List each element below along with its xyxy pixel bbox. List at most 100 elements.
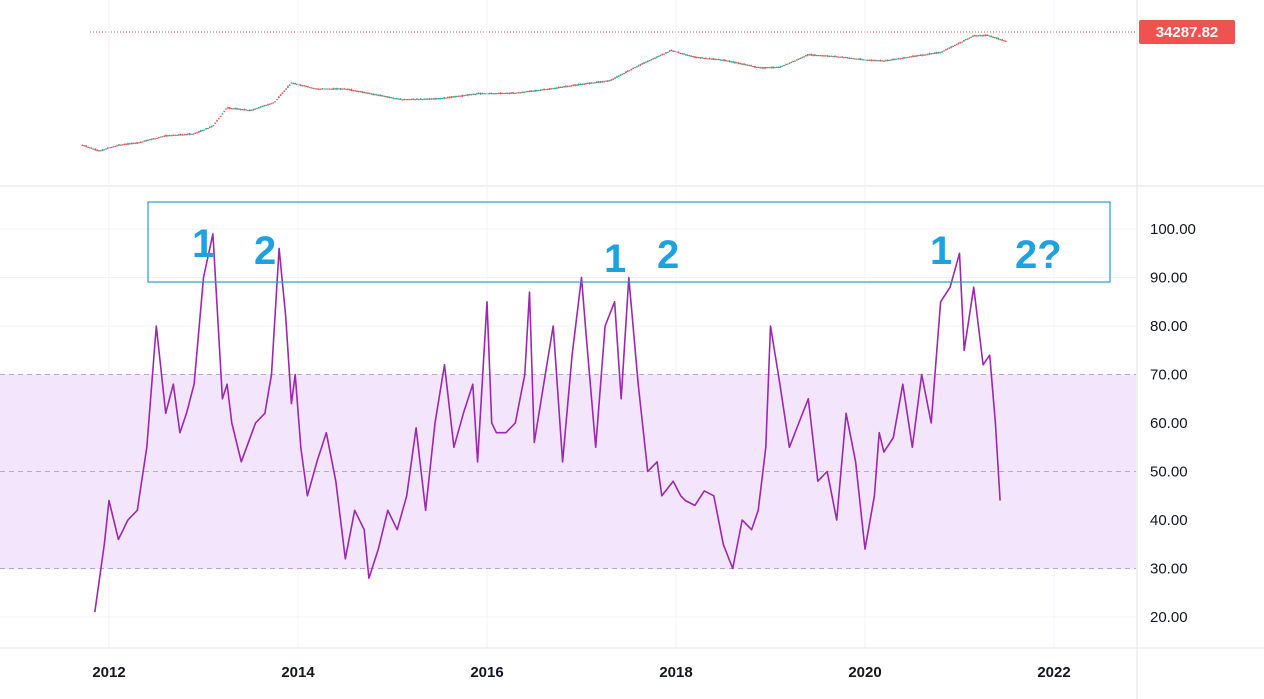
candle-body — [955, 44, 958, 46]
candle-body — [481, 93, 484, 95]
candle-body — [583, 83, 586, 85]
y-tick-label: 30.00 — [1150, 561, 1188, 578]
candle-body — [256, 108, 258, 110]
candle-body — [848, 57, 851, 59]
candle-body — [832, 56, 834, 58]
candle-body — [368, 92, 371, 95]
candle-body — [795, 59, 798, 61]
candle-body — [87, 146, 89, 148]
candle-body — [643, 62, 645, 64]
candle-body — [908, 56, 911, 58]
y-axis-ticks: 20.00 30.00 40.00 50.00 60.00 70.00 80.00 90.00… — [1150, 221, 1196, 626]
candle-body — [123, 143, 126, 145]
candle-body — [283, 90, 286, 92]
candle-body — [459, 95, 462, 97]
candle-body — [663, 53, 665, 55]
candle-body — [654, 57, 656, 59]
candle-body — [766, 67, 769, 69]
candle-body — [503, 93, 506, 95]
candle-body — [161, 136, 164, 138]
candle-body — [168, 135, 171, 137]
candle-body — [136, 142, 138, 144]
candle-body — [101, 149, 104, 151]
candle-body — [319, 88, 322, 90]
candle-body — [761, 67, 764, 69]
candle-body — [194, 132, 197, 134]
candle-body — [861, 59, 864, 61]
candle-body — [177, 134, 180, 136]
candle-body — [448, 96, 451, 98]
candle-body — [247, 110, 249, 112]
candle-body — [245, 109, 247, 111]
candle-body — [419, 98, 422, 100]
rsi-line — [94, 233, 1001, 613]
y-tick-label: 80.00 — [1150, 318, 1188, 335]
candle-body — [995, 37, 998, 39]
candle-body — [741, 63, 744, 65]
candle-body — [699, 57, 702, 59]
candle-body — [850, 57, 853, 59]
rsi-pane[interactable]: 20.00 30.00 40.00 50.00 60.00 70.00 80.00 90.00… — [0, 0, 1196, 681]
candle-body — [277, 96, 280, 99]
candle-body — [574, 84, 576, 86]
highlight-box — [147, 201, 1111, 283]
candle-body — [425, 98, 427, 100]
candle-body — [112, 146, 115, 148]
candle-body — [417, 99, 420, 101]
candle-body — [232, 108, 235, 110]
candle-body — [779, 66, 782, 68]
candle-body — [603, 81, 606, 83]
candle-body — [286, 86, 289, 88]
candle-body — [681, 53, 684, 55]
candle-body — [472, 93, 475, 95]
price-pane[interactable]: 34287.82 — [81, 20, 1235, 152]
candle-body — [490, 93, 493, 95]
candle-body — [546, 89, 549, 91]
candle-body — [723, 59, 725, 61]
candle-body — [147, 139, 149, 141]
candle-body — [893, 58, 896, 60]
y-tick-label: 40.00 — [1150, 512, 1188, 529]
candle-body — [108, 147, 111, 149]
candle-body — [906, 57, 909, 59]
candle-body — [132, 142, 135, 144]
candle-body — [445, 97, 447, 99]
candle-body — [196, 132, 198, 134]
candle-body — [819, 55, 822, 57]
candle-body — [461, 94, 464, 97]
candle-body — [843, 57, 845, 59]
candle-body — [883, 60, 885, 62]
candle-body — [216, 120, 218, 122]
candle-body — [363, 91, 366, 94]
candle-body — [188, 133, 191, 135]
candle-body — [506, 93, 509, 95]
candle-body — [623, 73, 625, 75]
candle-body — [792, 61, 795, 63]
candle-body — [99, 150, 102, 152]
candle-body — [706, 58, 709, 60]
candle-body — [230, 108, 233, 110]
candle-body — [735, 62, 738, 64]
candle-body — [485, 93, 487, 95]
candle-body — [381, 95, 384, 97]
candle-body — [892, 58, 894, 61]
candle-body — [426, 98, 429, 100]
candle-body — [343, 88, 346, 90]
candle-body — [130, 142, 133, 145]
candle-body — [365, 92, 367, 94]
candle-body — [423, 98, 426, 100]
candle-body — [545, 89, 547, 91]
candle-body — [539, 89, 542, 91]
candle-body — [383, 95, 386, 97]
candle-body — [517, 92, 520, 94]
candle-body — [510, 92, 513, 94]
candle-body — [614, 77, 616, 79]
candle-body — [94, 148, 97, 151]
candle-body — [446, 97, 449, 99]
candle-body — [993, 37, 996, 39]
candle-body — [386, 96, 389, 98]
candle-body — [114, 145, 117, 147]
candle-body — [385, 96, 387, 98]
candle-body — [737, 62, 740, 64]
